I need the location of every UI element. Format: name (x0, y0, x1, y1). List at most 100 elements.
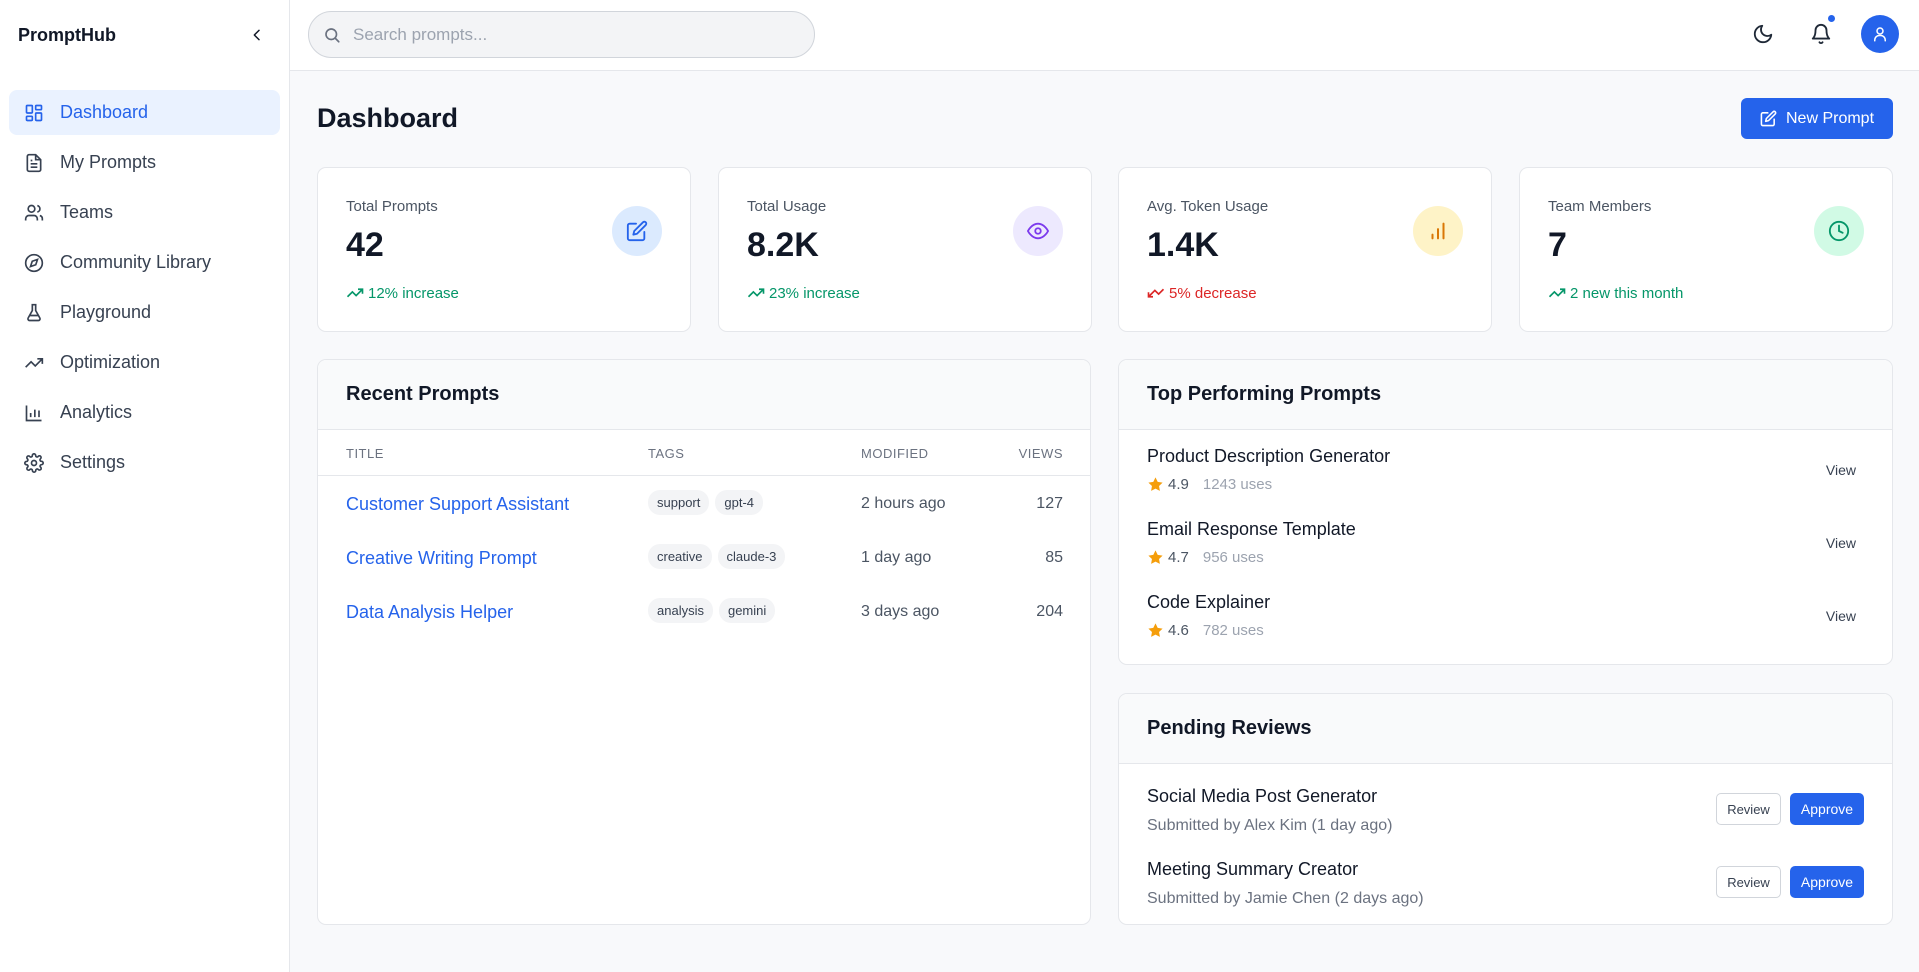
table-row: Data Analysis Helper analysis gemini 3 d… (318, 584, 1090, 638)
notifications-button[interactable] (1801, 14, 1841, 54)
bar-chart-icon (23, 402, 45, 424)
sidebar-item-label: Dashboard (60, 102, 149, 122)
notification-dot (1827, 14, 1836, 23)
sidebar-item-label: Teams (60, 202, 114, 222)
submitted-by: Submitted by Jamie Chen (2 days ago) (1147, 890, 1424, 907)
stat-trend: 23% increase (747, 284, 860, 302)
stat-icon-badge (1814, 206, 1864, 256)
sidebar-item-settings[interactable]: Settings (9, 440, 280, 485)
stat-icon-badge (1413, 206, 1463, 256)
sidebar-nav: Dashboard My Prompts Teams Community Lib… (0, 70, 289, 485)
sidebar-item-optimization[interactable]: Optimization (9, 340, 280, 385)
search-input[interactable] (353, 24, 793, 45)
eye-icon (1027, 222, 1049, 240)
brand-row: PromptHub (0, 0, 289, 70)
stat-trend-text: 12% increase (368, 284, 459, 302)
sidebar-item-my-prompts[interactable]: My Prompts (9, 140, 280, 185)
moon-icon (1753, 24, 1773, 44)
collapse-sidebar-button[interactable] (243, 21, 271, 49)
stat-trend: 5% decrease (1147, 284, 1257, 302)
tag-list: support gpt-4 (648, 490, 769, 515)
page-title: Dashboard (317, 103, 459, 133)
tag-list: analysis gemini (648, 598, 781, 623)
stat-trend: 2 new this month (1548, 284, 1683, 302)
user-avatar[interactable] (1861, 15, 1899, 53)
recent-prompts-title: Recent Prompts (318, 360, 1090, 430)
trend-up-icon (23, 352, 45, 374)
prompt-meta: 4.6 782 uses (1147, 622, 1264, 639)
view-button[interactable]: View (1825, 535, 1856, 551)
prompt-title-link[interactable]: Data Analysis Helper (346, 602, 514, 622)
list-item: Product Description Generator 4.9 1243 u… (1119, 442, 1892, 515)
trend-up-icon (1548, 288, 1566, 298)
prompt-name: Meeting Summary Creator (1147, 859, 1359, 879)
edit-icon (1760, 110, 1777, 127)
new-prompt-label: New Prompt (1785, 109, 1875, 127)
theme-toggle-button[interactable] (1743, 14, 1783, 54)
sidebar-item-playground[interactable]: Playground (9, 290, 280, 335)
stat-value: 42 (346, 226, 384, 264)
star-icon (1148, 477, 1163, 491)
edit-icon (626, 220, 648, 242)
approve-button[interactable]: Approve (1790, 793, 1864, 825)
column-header-views: VIEWS (1018, 446, 1063, 461)
uses-count: 956 uses (1202, 549, 1264, 566)
document-icon (23, 152, 45, 174)
submitted-by: Submitted by Alex Kim (1 day ago) (1147, 817, 1393, 834)
sidebar-item-label: Community Library (60, 252, 212, 272)
clock-icon (1828, 220, 1850, 242)
stat-label: Total Usage (747, 198, 827, 215)
grid-icon (23, 102, 45, 124)
sidebar-item-community-library[interactable]: Community Library (9, 240, 280, 285)
users-icon (23, 202, 45, 224)
stat-trend-text: 23% increase (769, 284, 860, 302)
sidebar-item-dashboard[interactable]: Dashboard (9, 90, 280, 135)
stat-label: Total Prompts (346, 198, 438, 215)
stat-card-total-usage: Total Usage 8.2K 23% increase (718, 167, 1092, 332)
pending-reviews-title: Pending Reviews (1119, 694, 1892, 764)
prompt-name: Social Media Post Generator (1147, 786, 1378, 806)
brand-logo[interactable]: PromptHub (18, 24, 116, 45)
sidebar: PromptHub Dashboard My Prompts Teams Com… (0, 0, 290, 972)
stat-card-avg-token-usage: Avg. Token Usage 1.4K 5% decrease (1118, 167, 1492, 332)
stat-value: 1.4K (1147, 226, 1219, 264)
review-button[interactable]: Review (1716, 793, 1781, 825)
prompt-title-link[interactable]: Customer Support Assistant (346, 494, 570, 514)
column-header-title: TITLE (346, 446, 384, 461)
modified-time: 2 hours ago (861, 495, 946, 512)
uses-count: 782 uses (1202, 622, 1264, 639)
views-count: 204 (1036, 603, 1063, 620)
sidebar-item-teams[interactable]: Teams (9, 190, 280, 235)
trend-down-icon (1147, 288, 1165, 298)
review-button[interactable]: Review (1716, 866, 1781, 898)
trend-up-icon (346, 288, 364, 298)
bell-icon (1811, 24, 1831, 45)
stat-trend-text: 5% decrease (1169, 284, 1257, 302)
modified-time: 1 day ago (861, 549, 932, 566)
tag: support (648, 490, 710, 515)
sidebar-item-analytics[interactable]: Analytics (9, 390, 280, 435)
views-count: 127 (1036, 495, 1063, 512)
stat-label: Team Members (1548, 198, 1652, 215)
tag-list: creative claude-3 (648, 544, 791, 569)
tag: creative (648, 544, 712, 569)
sidebar-item-label: Analytics (60, 402, 133, 422)
modified-time: 3 days ago (861, 603, 940, 620)
search-icon (325, 27, 340, 43)
tag: gemini (718, 598, 776, 623)
stat-card-team-members: Team Members 7 2 new this month (1519, 167, 1893, 332)
stat-icon-badge (612, 206, 662, 256)
view-button[interactable]: View (1825, 462, 1856, 478)
stat-trend-text: 2 new this month (1570, 284, 1684, 302)
sidebar-item-label: My Prompts (60, 152, 157, 172)
view-button[interactable]: View (1825, 608, 1856, 624)
tag: gpt-4 (715, 490, 764, 515)
uses-count: 1243 uses (1202, 476, 1273, 493)
search-box[interactable] (308, 11, 815, 58)
top-performing-title: Top Performing Prompts (1119, 360, 1892, 430)
prompt-title-link[interactable]: Creative Writing Prompt (346, 548, 537, 568)
gear-icon (23, 452, 45, 474)
approve-button[interactable]: Approve (1790, 866, 1864, 898)
list-item: Email Response Template 4.7 956 uses Vie… (1119, 515, 1892, 588)
new-prompt-button[interactable]: New Prompt (1741, 98, 1893, 139)
